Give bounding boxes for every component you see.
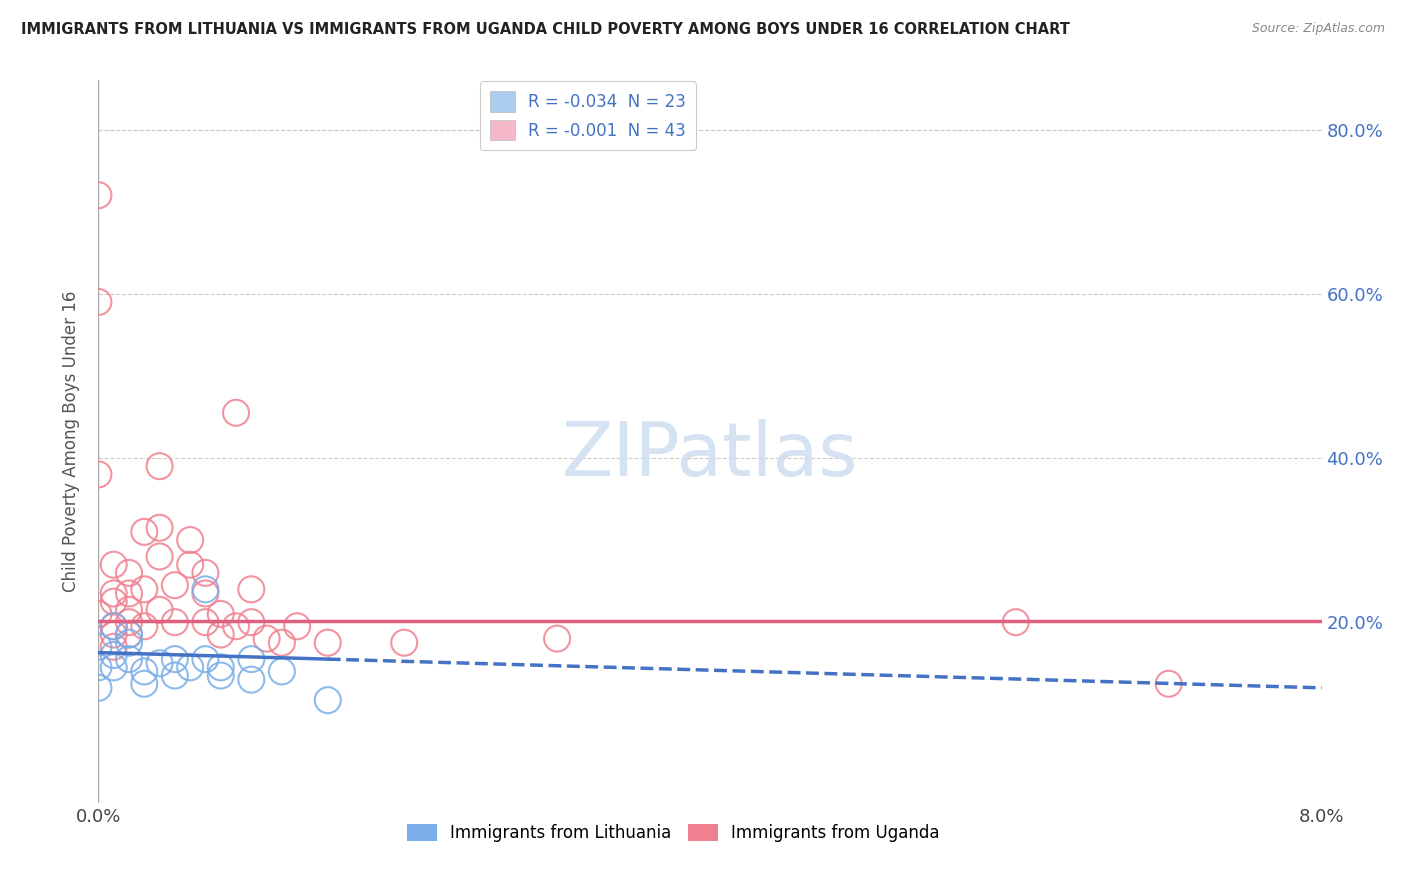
Point xyxy=(163,668,186,682)
Point xyxy=(1004,615,1026,630)
Point xyxy=(209,660,232,674)
Point xyxy=(209,607,232,621)
Point xyxy=(118,627,141,641)
Point xyxy=(163,615,186,630)
Legend: Immigrants from Lithuania, Immigrants from Uganda: Immigrants from Lithuania, Immigrants fr… xyxy=(401,817,946,848)
Point xyxy=(103,619,125,633)
Point xyxy=(118,603,141,617)
Point xyxy=(194,652,217,666)
Point xyxy=(134,524,156,539)
Point xyxy=(240,652,263,666)
Point xyxy=(316,693,339,707)
Point xyxy=(103,648,125,662)
Point xyxy=(118,627,141,641)
Point xyxy=(118,586,141,600)
Text: Source: ZipAtlas.com: Source: ZipAtlas.com xyxy=(1251,22,1385,36)
Point xyxy=(87,188,110,202)
Point xyxy=(270,665,294,679)
Point xyxy=(194,615,217,630)
Point xyxy=(225,619,247,633)
Point xyxy=(103,558,125,572)
Point xyxy=(118,636,141,650)
Point xyxy=(134,582,156,597)
Point xyxy=(270,636,294,650)
Point xyxy=(118,652,141,666)
Text: ZIPatlas: ZIPatlas xyxy=(562,419,858,492)
Point xyxy=(118,615,141,630)
Point xyxy=(179,660,201,674)
Point xyxy=(225,406,247,420)
Point xyxy=(546,632,568,646)
Point xyxy=(209,668,232,682)
Point xyxy=(118,566,141,580)
Point xyxy=(103,627,125,641)
Point xyxy=(240,673,263,687)
Point xyxy=(392,636,416,650)
Point xyxy=(103,660,125,674)
Point xyxy=(149,657,172,671)
Y-axis label: Child Poverty Among Boys Under 16: Child Poverty Among Boys Under 16 xyxy=(62,291,80,592)
Point xyxy=(316,636,339,650)
Text: IMMIGRANTS FROM LITHUANIA VS IMMIGRANTS FROM UGANDA CHILD POVERTY AMONG BOYS UND: IMMIGRANTS FROM LITHUANIA VS IMMIGRANTS … xyxy=(21,22,1070,37)
Point xyxy=(103,586,125,600)
Point xyxy=(209,627,232,641)
Point xyxy=(240,615,263,630)
Point xyxy=(87,660,110,674)
Point xyxy=(87,467,110,482)
Point xyxy=(163,578,186,592)
Point xyxy=(240,582,263,597)
Point xyxy=(134,677,156,691)
Point xyxy=(134,619,156,633)
Point xyxy=(194,586,217,600)
Point xyxy=(149,459,172,474)
Point xyxy=(1157,677,1180,691)
Point xyxy=(149,521,172,535)
Point xyxy=(87,681,110,695)
Point xyxy=(134,665,156,679)
Point xyxy=(149,603,172,617)
Point xyxy=(103,594,125,608)
Point xyxy=(179,533,201,547)
Point xyxy=(285,619,308,633)
Point xyxy=(194,566,217,580)
Point xyxy=(103,619,125,633)
Point xyxy=(194,582,217,597)
Point xyxy=(163,652,186,666)
Point xyxy=(149,549,172,564)
Point xyxy=(179,558,201,572)
Point xyxy=(87,295,110,310)
Point xyxy=(103,640,125,654)
Point xyxy=(87,607,110,621)
Point xyxy=(87,640,110,654)
Point xyxy=(256,632,278,646)
